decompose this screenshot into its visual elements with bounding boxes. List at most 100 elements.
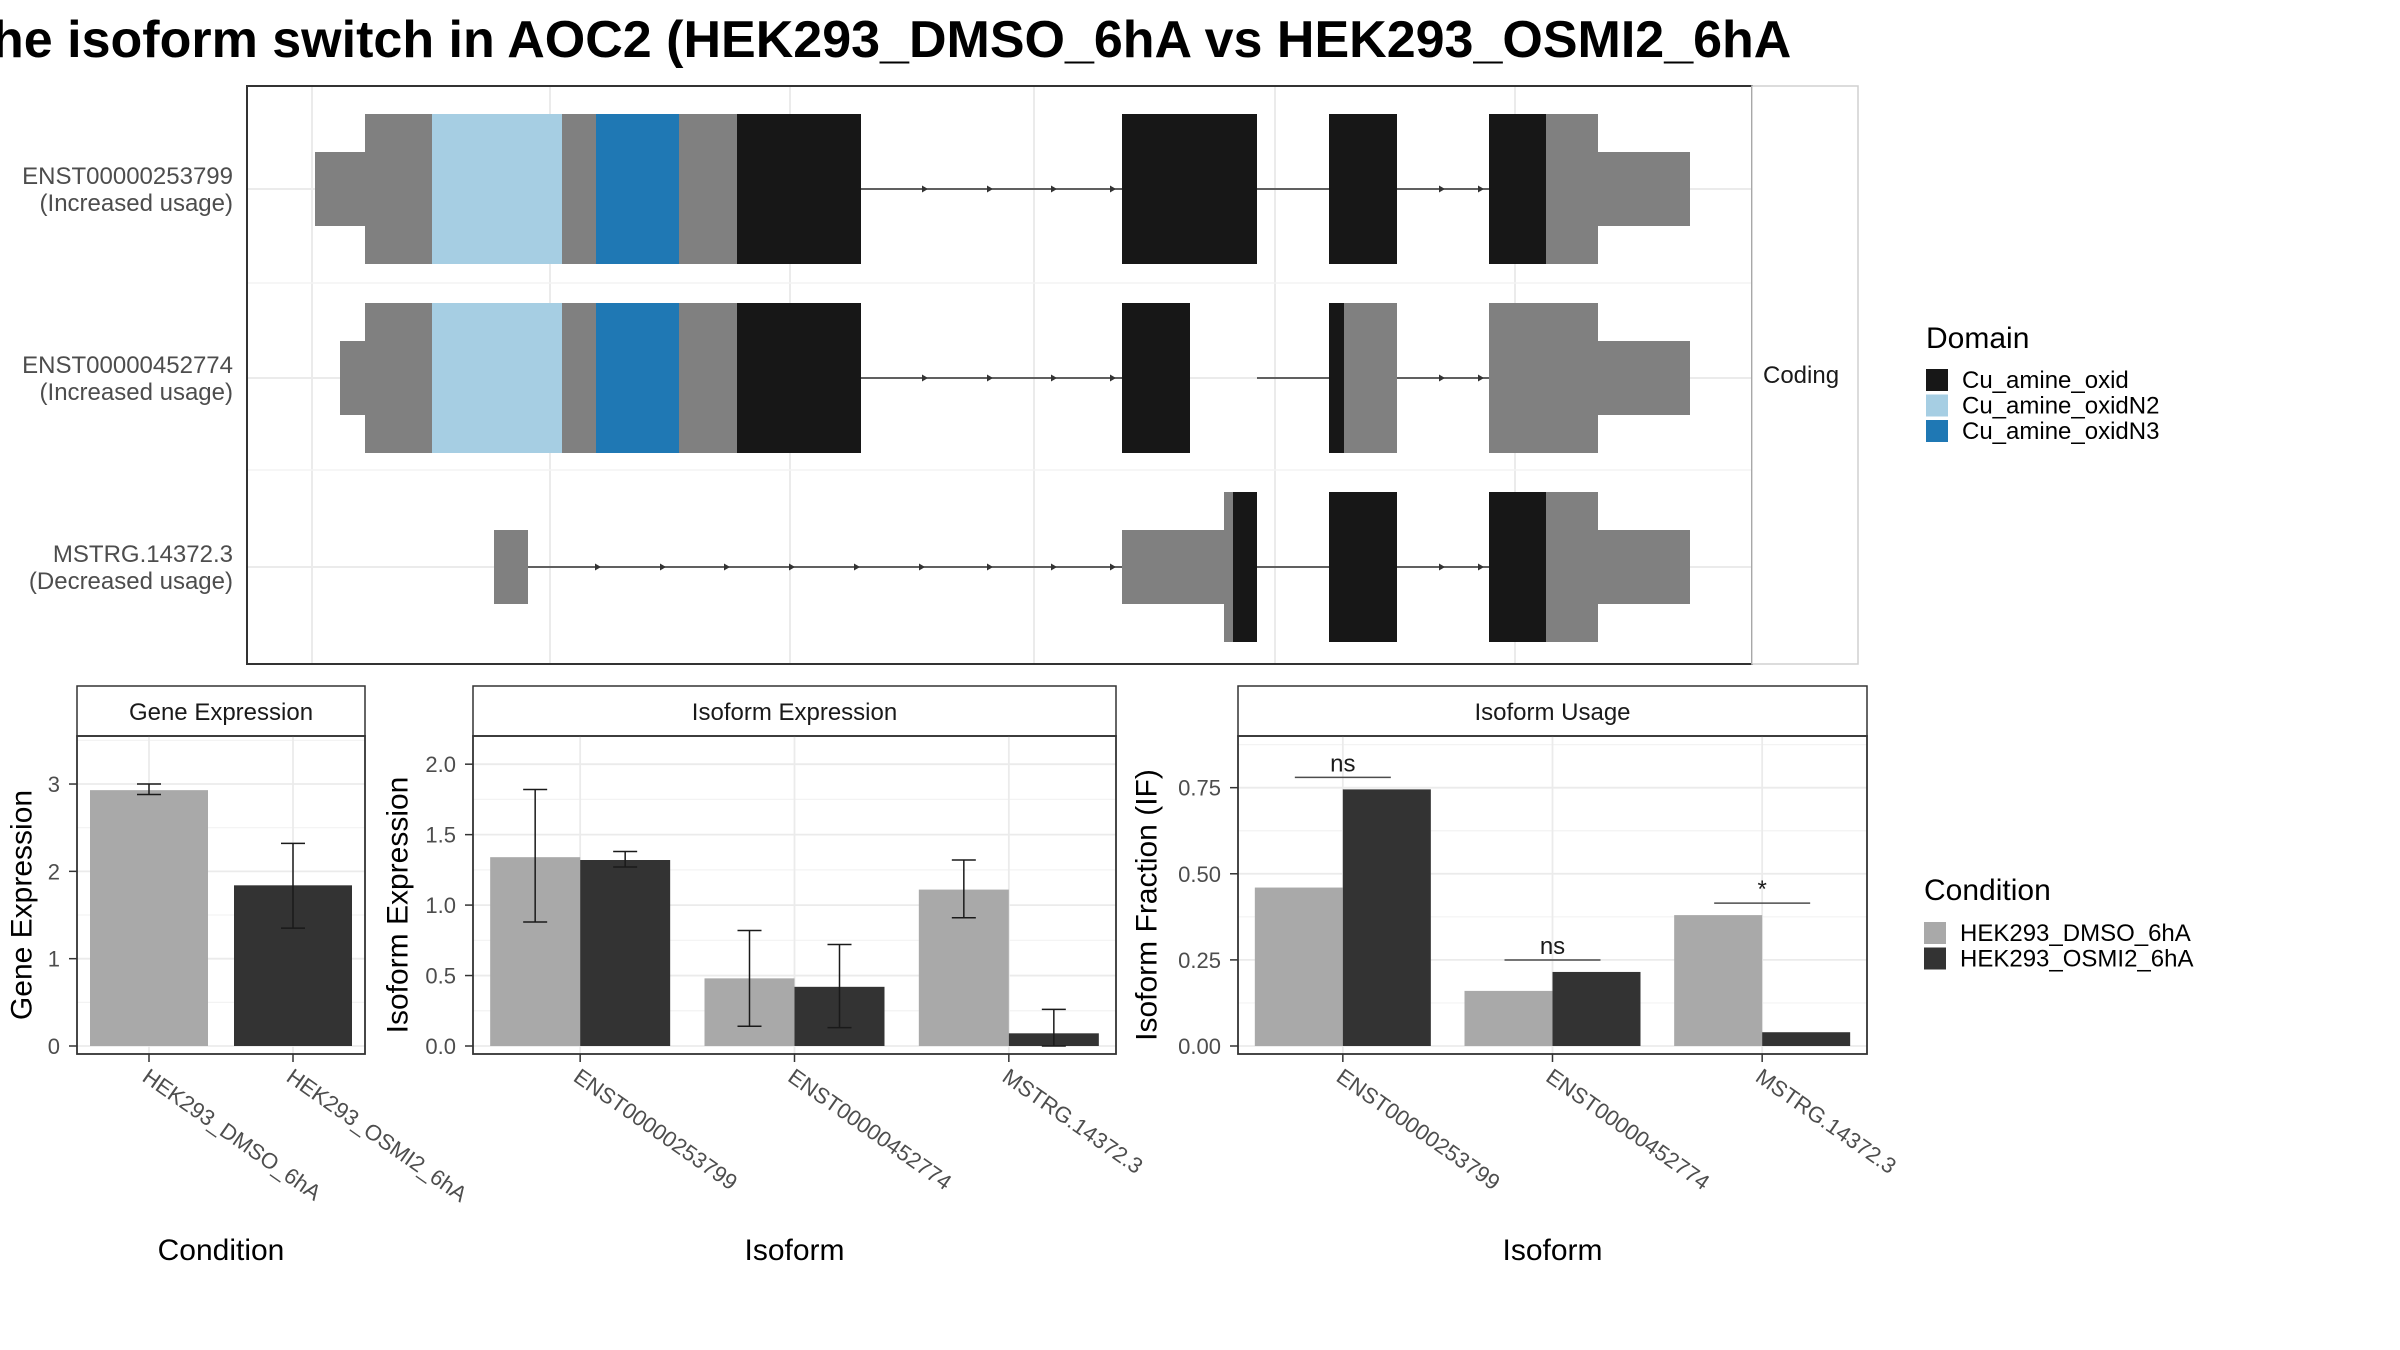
transcript-id-label: ENST00000253799 — [22, 163, 233, 190]
intron-direction-arrow — [854, 563, 860, 571]
x-tick-label: ENST00000452774 — [1542, 1064, 1715, 1195]
panel-strip-label: Isoform Expression — [692, 699, 897, 726]
exon-segment — [432, 114, 562, 264]
utr-segment — [1598, 341, 1690, 415]
intron-direction-arrow — [922, 374, 928, 382]
y-tick-label: 0 — [48, 1034, 60, 1059]
exon-segment — [1329, 303, 1344, 453]
intron-direction-arrow — [1051, 185, 1057, 193]
transcript-labels: ENST00000253799(Increased usage)ENST0000… — [22, 163, 233, 595]
intron-direction-arrow — [724, 563, 730, 571]
structure-features — [315, 114, 1690, 642]
bar — [580, 860, 671, 1046]
y-tick-label: 2 — [48, 859, 60, 884]
exon-segment — [1489, 303, 1598, 453]
y-axis-title: Gene Expression — [6, 790, 39, 1020]
utr-segment — [1122, 530, 1224, 604]
exon-segment — [596, 114, 679, 264]
condition-legend-title: Condition — [1924, 874, 2051, 907]
utr-segment — [315, 152, 365, 226]
x-axis-title: Isoform — [744, 1234, 844, 1267]
utr-segment — [1598, 530, 1690, 604]
domain-legend-swatch — [1926, 394, 1948, 417]
exon-segment — [1546, 492, 1598, 642]
intron-direction-arrow — [1478, 563, 1484, 571]
intron-direction-arrow — [1051, 563, 1057, 571]
domain-legend: Domain Cu_amine_oxidCu_amine_oxidN2Cu_am… — [1926, 322, 2159, 445]
significance-label: ns — [1330, 750, 1355, 777]
transcript-usage-label: (Increased usage) — [40, 190, 233, 217]
x-tick-label: ENST00000253799 — [1332, 1064, 1505, 1195]
domain-legend-title: Domain — [1926, 322, 2029, 355]
bar — [1674, 915, 1763, 1046]
transcript-structure-panel: Coding ENST00000253799(Increased usage)E… — [22, 85, 1859, 665]
transcript-id-label: ENST00000452774 — [22, 352, 233, 379]
intron-direction-arrow — [1110, 563, 1116, 571]
intron-direction-arrow — [595, 563, 601, 571]
utr-segment — [340, 341, 365, 415]
y-tick-label: 1 — [48, 947, 60, 972]
exon-segment — [1122, 303, 1190, 453]
x-axis-title: Isoform — [1502, 1234, 1602, 1267]
x-tick-label: ENST00000253799 — [569, 1064, 742, 1195]
y-tick-label: 0.75 — [1178, 776, 1221, 801]
y-tick-label: 2.0 — [425, 752, 456, 777]
y-tick-label: 3 — [48, 772, 60, 797]
intron-direction-arrow — [1051, 374, 1057, 382]
condition-legend-label: HEK293_OSMI2_6hA — [1960, 946, 2193, 973]
transcript-id-label: MSTRG.14372.3 — [53, 541, 233, 568]
x-tick-label: ENST00000452774 — [784, 1064, 957, 1195]
bar — [90, 790, 208, 1046]
coding-facet-strip — [1751, 85, 1859, 665]
condition-legend-swatch — [1924, 947, 1946, 970]
bar-panels: Gene Expression0123HEK293_DMSO_6hAHEK293… — [6, 685, 1901, 1267]
exon-segment — [1329, 492, 1397, 642]
isoform-expression-panel: Isoform Expression 0.0 0.5 1.0 1.5 2.0 ENST000… — [382, 685, 1148, 1267]
utr-segment — [1598, 152, 1690, 226]
y-tick-label: 0.0 — [425, 1034, 456, 1059]
y-tick-label: 0.50 — [1178, 862, 1221, 887]
exon-segment — [737, 303, 861, 453]
intron-direction-arrow — [987, 563, 993, 571]
transcript-usage-label: (Decreased usage) — [29, 568, 233, 595]
panel-border — [76, 735, 366, 1055]
panel-strip — [472, 685, 1117, 737]
intron-direction-arrow — [1439, 374, 1445, 382]
condition-legend-swatch — [1924, 922, 1946, 944]
exon-segment — [1489, 492, 1546, 642]
exon-segment — [596, 303, 679, 453]
y-tick-label: 0.5 — [425, 964, 456, 989]
transcript-usage-label: (Increased usage) — [40, 379, 233, 406]
exon-segment — [1233, 492, 1257, 642]
bar — [1342, 789, 1431, 1046]
bar — [1254, 887, 1343, 1046]
utr-segment — [494, 530, 528, 604]
panel-strip-label: Isoform Usage — [1474, 699, 1630, 726]
y-tick-label: 0.00 — [1178, 1034, 1221, 1059]
y-tick-label: 1.5 — [425, 823, 456, 848]
condition-legend-label: HEK293_DMSO_6hA — [1960, 920, 2191, 947]
intron-direction-arrow — [789, 563, 795, 571]
bar — [1762, 1032, 1851, 1046]
intron-direction-arrow — [987, 374, 993, 382]
exon-segment — [1224, 492, 1233, 642]
significance-label: * — [1757, 876, 1766, 903]
x-tick-label: MSTRG.14372.3 — [998, 1064, 1148, 1179]
intron-direction-arrow — [1110, 374, 1116, 382]
exon-segment — [737, 114, 861, 264]
exon-segment — [365, 114, 432, 264]
exon-segment — [1489, 114, 1546, 264]
y-axis-title: Isoform Expression — [382, 777, 415, 1034]
exon-segment — [679, 114, 737, 264]
x-axis-title: Condition — [158, 1234, 285, 1267]
y-tick-label: 0.25 — [1178, 948, 1221, 973]
domain-legend-swatch — [1926, 420, 1948, 442]
y-tick-label: 1.0 — [425, 893, 456, 918]
exon-segment — [562, 114, 596, 264]
coding-facet-label: Coding — [1763, 362, 1839, 389]
intron-direction-arrow — [919, 563, 925, 571]
domain-legend-label: Cu_amine_oxid — [1962, 367, 2129, 394]
intron-direction-arrow — [1478, 374, 1484, 382]
